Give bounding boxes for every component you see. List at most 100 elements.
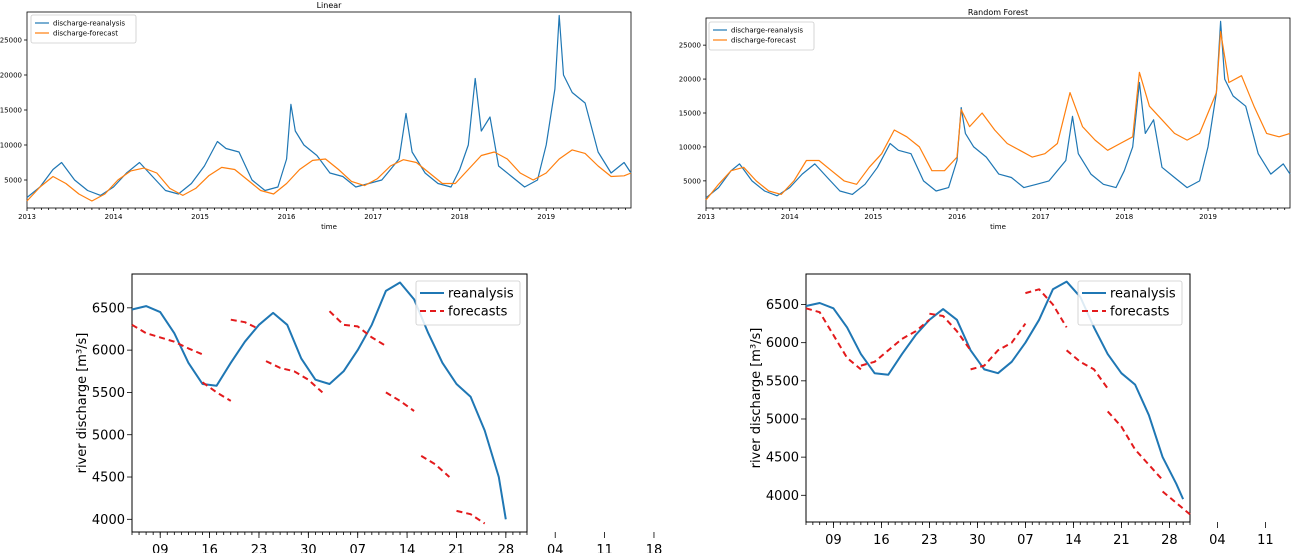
legend-box: [708, 21, 815, 51]
x-tick-label: 2017: [1032, 213, 1050, 221]
series-line-forecast: [929, 312, 972, 351]
x-tick-label: 2014: [105, 213, 123, 221]
series-line-forecast: [805, 307, 862, 371]
legend-label: reanalysis: [1110, 287, 1176, 302]
x-tick-label: 2019: [1199, 213, 1217, 221]
x-tick-label: 2018: [1115, 213, 1133, 221]
chart-4: 4000 4500 5000 5500 6000 6500 09 16 23 30 07 14 21 28…: [749, 273, 1274, 548]
y-tick-label: 10000: [679, 143, 701, 151]
series-line-reanalysis: [805, 280, 1185, 500]
x-tick-label: 28: [1161, 533, 1178, 548]
x-axis-label: time: [990, 223, 1006, 231]
series-line-forecast: [131, 323, 203, 356]
y-tick-label: 6500: [766, 298, 799, 313]
series-line-forecast: [230, 318, 260, 330]
x-tick-label: 14: [1065, 533, 1082, 548]
x-tick-label: 30: [300, 543, 317, 553]
x-tick-label: 16: [201, 543, 218, 553]
x-tick-label: 18: [646, 543, 663, 553]
y-tick-label: 4000: [766, 489, 799, 504]
x-tick-label: 14: [399, 543, 416, 553]
y-tick-label: 5500: [766, 374, 799, 389]
series-line-forecast: [705, 31, 1291, 201]
legend-label: forecasts: [1110, 305, 1170, 320]
y-tick-label: 25000: [0, 36, 22, 44]
y-tick-label: 5000: [766, 413, 799, 428]
x-tick-label: 23: [251, 543, 268, 553]
legend-label: discharge-reanalysis: [731, 26, 803, 34]
x-tick-label: 07: [349, 543, 366, 553]
x-tick-label: 30: [969, 533, 986, 548]
x-tick-label: 04: [1209, 533, 1226, 548]
y-tick-label: 6000: [766, 336, 799, 351]
x-tick-label: 04: [547, 543, 564, 553]
x-tick-label: 2013: [18, 213, 36, 221]
series-line-forecast: [328, 310, 387, 347]
x-tick-label: 21: [448, 543, 465, 553]
x-tick-label: 07: [1017, 533, 1034, 548]
x-tick-label: 2016: [278, 213, 296, 221]
y-tick-label: 20000: [679, 76, 701, 84]
series-line-reanalysis: [26, 14, 632, 198]
series-line-forecast: [1106, 410, 1164, 481]
x-tick-label: 11: [1257, 533, 1274, 548]
y-tick-label: 15000: [0, 106, 22, 114]
x-tick-label: 21: [1113, 533, 1130, 548]
series-line-forecast: [1161, 490, 1191, 516]
y-tick-label: 5000: [4, 176, 22, 184]
x-axis-label: time: [321, 223, 337, 231]
series-line-forecast: [1065, 349, 1109, 390]
x-tick-label: 2016: [948, 213, 966, 221]
series-line-reanalysis: [131, 281, 507, 520]
x-tick-label: 09: [152, 543, 169, 553]
y-tick-label: 15000: [679, 109, 701, 117]
y-tick-label: 20000: [0, 71, 22, 79]
legend-box: [30, 14, 137, 44]
chart-3: 4000 4500 5000 5500 6000 6500 09 16 23 30 07 14 21 28…: [75, 273, 663, 553]
y-tick-label: 4500: [766, 451, 799, 466]
x-tick-label: 11: [596, 543, 613, 553]
y-axis-label: river discharge [m³/s]: [749, 328, 764, 469]
x-tick-label: 2018: [451, 213, 469, 221]
y-tick-label: 4500: [92, 471, 125, 486]
y-tick-label: 25000: [679, 42, 701, 50]
chart-title: Linear: [317, 1, 343, 10]
legend-label: discharge-forecast: [53, 29, 118, 37]
x-tick-label: 2013: [697, 213, 715, 221]
y-tick-label: 5500: [92, 386, 125, 401]
y-tick-label: 5000: [92, 428, 125, 443]
y-tick-label: 6000: [92, 344, 125, 359]
series-line-forecast: [970, 323, 1027, 371]
y-axis-label: river discharge [m³/s]: [75, 333, 90, 474]
series-line-forecast: [1025, 288, 1068, 328]
chart-2: Random Forest 5000 10000 15000 20000 25000 201…: [679, 8, 1291, 231]
y-tick-label: 5000: [683, 177, 701, 185]
series-line-forecast: [860, 319, 931, 367]
series-line-forecast: [26, 149, 632, 202]
series-line-forecast: [420, 455, 451, 478]
chart-1: Linear 5000 10000 15000 20000 25000 2013 2014 20…: [0, 1, 632, 231]
legend-label: reanalysis: [448, 287, 514, 302]
chart-title: Random Forest: [968, 8, 1028, 17]
x-tick-label: 2015: [191, 213, 209, 221]
x-tick-label: 2014: [781, 213, 799, 221]
legend-label: forecasts: [448, 305, 508, 320]
legend-label: discharge-forecast: [731, 36, 796, 44]
series-line-forecast: [201, 381, 232, 402]
x-tick-label: 16: [873, 533, 890, 548]
x-tick-label: 2015: [864, 213, 882, 221]
y-tick-label: 6500: [92, 301, 125, 316]
x-tick-label: 2017: [364, 213, 382, 221]
x-tick-label: 09: [825, 533, 842, 548]
series-line-reanalysis: [705, 20, 1291, 199]
y-tick-label: 10000: [0, 141, 22, 149]
x-tick-label: 23: [921, 533, 938, 548]
y-tick-label: 4000: [92, 513, 125, 528]
series-line-forecast: [385, 391, 415, 412]
legend-label: discharge-reanalysis: [53, 19, 125, 27]
series-line-forecast: [265, 360, 324, 394]
x-tick-label: 28: [498, 543, 515, 553]
series-line-forecast: [456, 509, 486, 525]
x-tick-label: 2019: [537, 213, 555, 221]
